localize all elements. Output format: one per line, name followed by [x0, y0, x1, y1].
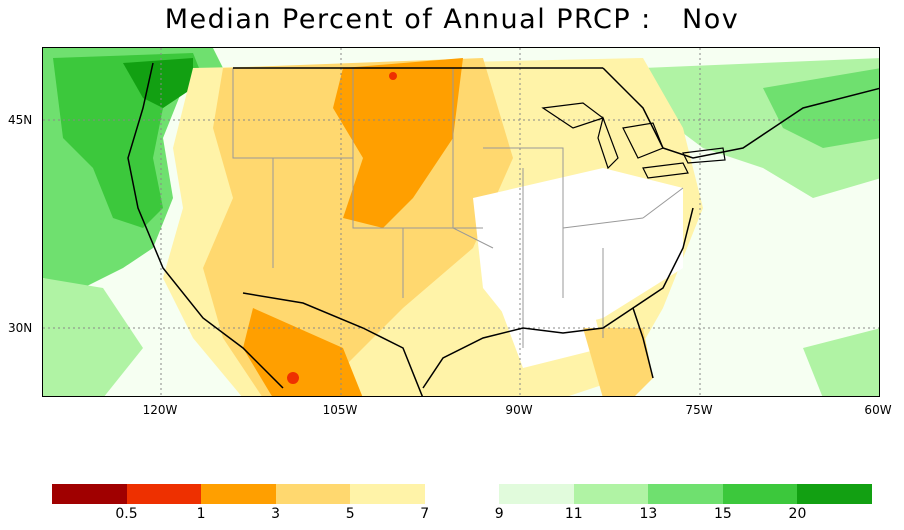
lon-label-90w: 90W: [505, 403, 533, 417]
great-lakes: [541, 102, 726, 179]
dry-spot-south: [287, 372, 299, 384]
lon-label-60w: 60W: [864, 403, 892, 417]
lon-label-105w: 105W: [322, 403, 358, 417]
legend-swatch: [52, 484, 128, 504]
legend-label: 5: [345, 506, 355, 522]
map-title: Median Percent of Annual PRCP : Nov: [164, 4, 740, 35]
legend-label: 20: [788, 506, 807, 522]
coastline: [127, 62, 879, 396]
legend-swatch: [126, 484, 202, 504]
pacific-sw-light-green: [43, 278, 143, 396]
legend-label: 7: [420, 506, 430, 522]
legend-swatch: [648, 484, 724, 504]
olympic-wettest-region: [123, 58, 193, 108]
legend-swatch: [722, 484, 798, 504]
legend-swatch: [350, 484, 426, 504]
legend-label: 15: [713, 506, 732, 522]
legend-label: 3: [271, 506, 281, 522]
lon-label-120w: 120W: [142, 403, 178, 417]
legend-swatch: [275, 484, 351, 504]
lon-label-75w: 75W: [685, 403, 713, 417]
precipitation-map: [42, 47, 880, 397]
southwest-orange: [243, 308, 363, 396]
color-legend: [52, 484, 873, 504]
gulf-southeast-green: [803, 328, 879, 396]
state-boundaries: [232, 68, 684, 348]
lat-label-30n: 30N: [8, 321, 33, 335]
atlantic-east-green: [763, 68, 879, 148]
northern-plains-orange: [333, 58, 463, 228]
florida-yellow: [583, 328, 653, 396]
legend-swatch: [201, 484, 277, 504]
graticule: [43, 48, 879, 396]
legend-label: 13: [639, 506, 658, 522]
legend-swatch: [797, 484, 873, 504]
legend-swatch: [499, 484, 575, 504]
legend-label: 1: [196, 506, 206, 522]
legend-label: 9: [494, 506, 504, 522]
dry-spot: [389, 72, 397, 80]
legend-swatch: [573, 484, 649, 504]
legend-swatch: [424, 484, 500, 504]
legend-label: 0.5: [115, 506, 138, 522]
lat-label-45n: 45N: [8, 113, 33, 127]
legend-label: 11: [564, 506, 583, 522]
